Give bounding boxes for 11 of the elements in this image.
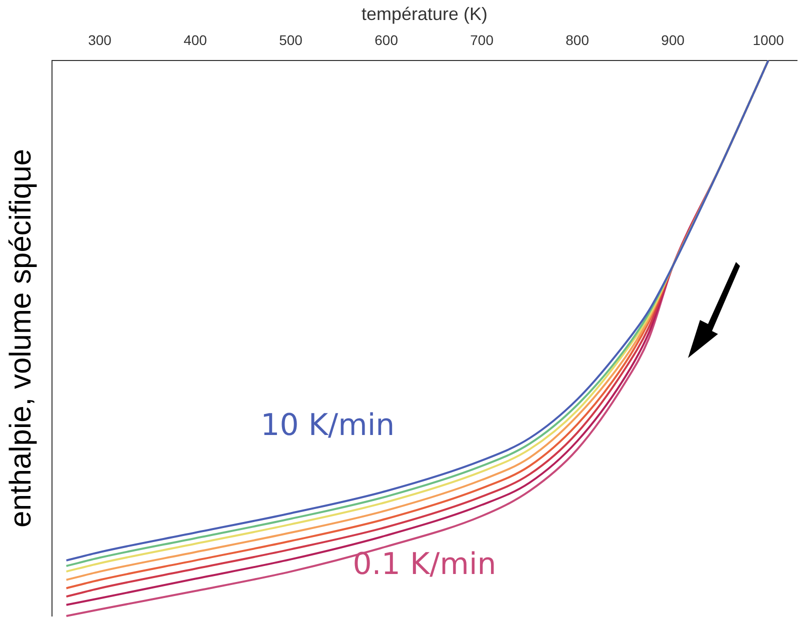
annotation: 10 K/min bbox=[260, 408, 395, 443]
x-tick-label: 300 bbox=[88, 32, 112, 48]
x-tick-label: 400 bbox=[184, 32, 208, 48]
x-tick-label: 800 bbox=[566, 32, 590, 48]
y-axis-title: enthalpie, volume spécifique bbox=[4, 148, 38, 528]
x-axis-title: température (K) bbox=[361, 4, 488, 24]
x-tick-label: 700 bbox=[470, 32, 494, 48]
x-tick-label: 500 bbox=[279, 32, 303, 48]
x-tick-label: 600 bbox=[374, 32, 398, 48]
x-tick-label: 900 bbox=[661, 32, 685, 48]
x-tick-label: 1000 bbox=[752, 32, 784, 48]
